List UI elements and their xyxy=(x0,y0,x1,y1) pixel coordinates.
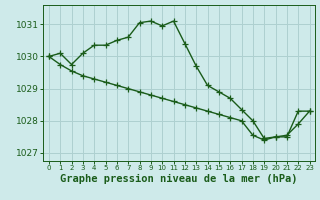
X-axis label: Graphe pression niveau de la mer (hPa): Graphe pression niveau de la mer (hPa) xyxy=(60,174,298,184)
